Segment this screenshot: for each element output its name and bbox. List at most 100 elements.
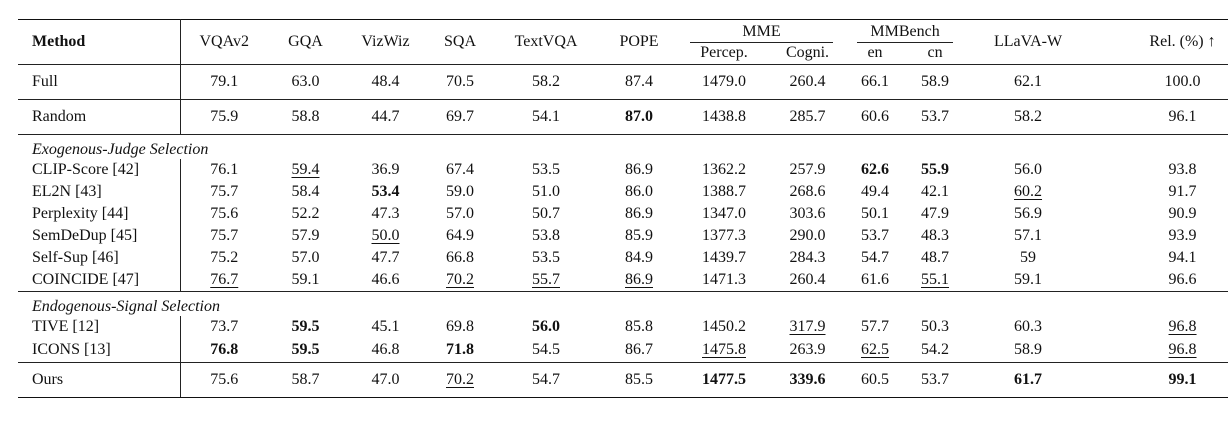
cell: 76.1	[210, 161, 239, 178]
cell: 50.1	[861, 205, 890, 222]
cell: 63.0	[268, 64, 343, 100]
header-mme-cogni: Cogni.	[785, 44, 830, 61]
cell: 56.0	[532, 318, 560, 335]
cell: 62.5	[861, 340, 890, 358]
table-row: CLIP-Score [42] 76.1 59.4 36.9 67.4 53.5…	[18, 159, 1228, 181]
cell: 87.0	[600, 99, 678, 135]
cell: 59.4	[291, 161, 320, 178]
cell: 317.9	[789, 318, 826, 335]
cell: 91.7	[1168, 183, 1197, 200]
cell: 53.4	[371, 183, 400, 200]
cell: 76.8	[210, 340, 239, 358]
cell: 86.9	[625, 271, 653, 288]
cell: 54.7	[492, 361, 600, 398]
cell: 260.4	[789, 271, 826, 288]
row-method: CLIP-Score [42]	[18, 159, 181, 181]
cell: 1477.5	[678, 361, 770, 398]
cell: 57.0	[291, 249, 320, 266]
header-mmbench-cn: cn	[927, 44, 943, 61]
cell: 57.1	[1014, 227, 1043, 244]
cell: 84.9	[625, 249, 653, 266]
section-title: Exogenous-Judge Selection	[18, 134, 1228, 159]
cell: 1450.2	[702, 318, 746, 335]
cell: 75.7	[210, 183, 239, 200]
cell: 96.8	[1168, 318, 1197, 335]
cell: 36.9	[371, 161, 400, 178]
cell: 56.0	[1014, 161, 1043, 178]
cell: 59.0	[446, 183, 474, 200]
table-row: TIVE [12] 73.7 59.5 45.1 69.8 56.0 85.8 …	[18, 316, 1228, 338]
cell: 93.8	[1168, 161, 1197, 178]
cell: 59.1	[291, 271, 320, 288]
cell: 85.8	[625, 318, 653, 335]
cell: 75.6	[180, 361, 268, 398]
header-textvqa: TextVQA	[492, 19, 600, 65]
cell: 47.3	[371, 205, 400, 222]
cell: 75.2	[210, 249, 239, 266]
cell: 58.4	[291, 183, 320, 200]
cell: 257.9	[789, 161, 826, 178]
cell: 53.7	[905, 99, 966, 135]
header-pope: POPE	[600, 19, 678, 65]
header-rel: Rel. (%) ↑	[1091, 19, 1228, 65]
cell: 50.3	[921, 318, 950, 335]
cell: 55.7	[532, 271, 560, 288]
cell: 53.5	[532, 161, 560, 178]
cell: 64.9	[446, 227, 474, 244]
cell: 303.6	[789, 205, 826, 222]
cell: 54.7	[861, 249, 890, 266]
cell: 94.1	[1168, 249, 1197, 266]
row-method: Random	[18, 99, 181, 135]
header-row: Method VQAv2 GQA VizWiz SQA TextVQA POPE…	[18, 19, 1228, 65]
cell: 1362.2	[702, 161, 746, 178]
cell: 46.8	[371, 340, 400, 358]
cell: 60.3	[1014, 318, 1043, 335]
cell: 50.7	[532, 205, 560, 222]
cell: 44.7	[343, 99, 428, 135]
cell: 47.7	[371, 249, 400, 266]
cell: 263.9	[789, 340, 826, 358]
section-header-endogenous: Endogenous-Signal Selection	[18, 291, 1228, 316]
header-mmbench-en: en	[867, 44, 883, 61]
cell: 66.8	[446, 249, 474, 266]
row-method: Full	[18, 64, 181, 100]
header-method: Method	[18, 19, 181, 65]
cell: 47.9	[921, 205, 950, 222]
cell: 62.1	[965, 64, 1092, 100]
cell: 96.1	[1091, 99, 1228, 135]
cell: 59.5	[291, 340, 320, 358]
cell: 339.6	[770, 361, 846, 398]
row-method: Self-Sup [46]	[18, 247, 181, 269]
section-title: Endogenous-Signal Selection	[18, 291, 1228, 316]
header-sqa: SQA	[428, 19, 492, 65]
cell: 1439.7	[702, 249, 746, 266]
cell: 70.2	[428, 361, 492, 398]
header-mme: MME	[678, 19, 846, 44]
cell: 1438.8	[678, 99, 770, 135]
cell: 59.5	[291, 318, 320, 335]
table-row: Perplexity [44] 75.6 52.2 47.3 57.0 50.7…	[18, 203, 1228, 225]
cell: 284.3	[789, 249, 826, 266]
cell: 70.2	[446, 271, 474, 288]
cell: 285.7	[770, 99, 846, 135]
cell: 55.1	[921, 271, 950, 288]
cell: 71.8	[446, 340, 474, 358]
cell: 79.1	[180, 64, 268, 100]
cell: 75.7	[210, 227, 239, 244]
cell: 93.9	[1168, 227, 1197, 244]
cell: 42.1	[921, 183, 950, 200]
header-mmbench: MMBench	[845, 19, 966, 44]
cell: 48.4	[343, 64, 428, 100]
cell: 86.9	[625, 161, 653, 178]
row-method: COINCIDE [47]	[18, 269, 181, 292]
table-row: EL2N [43] 75.7 58.4 53.4 59.0 51.0 86.0 …	[18, 181, 1228, 203]
cell: 58.8	[268, 99, 343, 135]
cell: 49.4	[861, 183, 890, 200]
cell: 1479.0	[678, 64, 770, 100]
cell: 1377.3	[702, 227, 746, 244]
cell: 61.7	[965, 361, 1092, 398]
cell: 76.7	[210, 271, 239, 288]
row-method: SemDeDup [45]	[18, 225, 181, 247]
header-subrow: Percep. Cogni. en cn	[18, 44, 1228, 65]
